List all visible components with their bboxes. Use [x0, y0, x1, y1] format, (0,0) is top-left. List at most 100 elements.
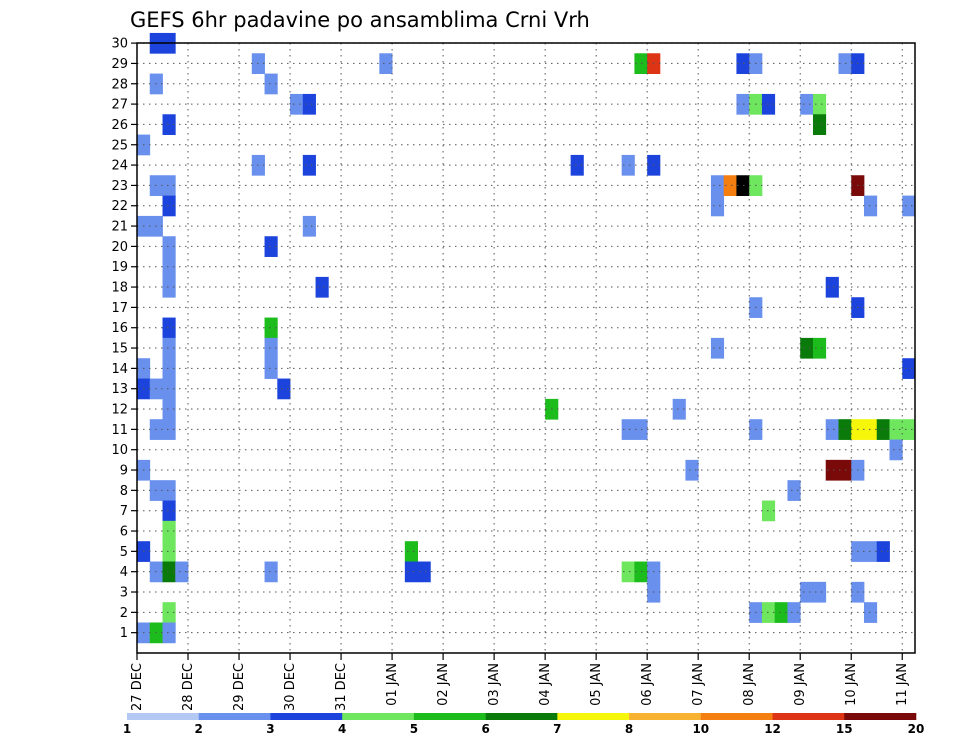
- legend-swatch: [342, 713, 415, 720]
- legend-swatch: [629, 713, 702, 720]
- heatmap-cell: [404, 541, 418, 562]
- heatmap-cell: [889, 419, 903, 440]
- heatmap-cell: [302, 215, 316, 237]
- legend-level-label: 5: [410, 722, 418, 736]
- heatmap-cell: [761, 500, 776, 522]
- x-tick-label: 08 JAN: [742, 663, 757, 706]
- heatmap-cells: [137, 32, 916, 644]
- heatmap-cell: [162, 276, 176, 298]
- heatmap-cell: [800, 93, 814, 115]
- y-tick-label: 21: [111, 220, 128, 235]
- heatmap-cell: [302, 154, 316, 176]
- legend-swatch: [700, 713, 773, 720]
- y-tick-label: 1: [120, 626, 128, 641]
- heatmap-cell: [162, 236, 176, 257]
- heatmap-cell: [277, 378, 291, 400]
- heatmap-cell: [800, 337, 814, 359]
- heatmap-cell: [634, 561, 648, 583]
- heatmap-cell: [290, 93, 304, 115]
- legend-level-label: 20: [908, 722, 925, 736]
- x-tick-label: 10 JAN: [844, 663, 859, 706]
- heatmap-cell: [825, 276, 839, 298]
- heatmap-cell: [863, 195, 878, 217]
- heatmap-cell: [264, 561, 278, 583]
- x-tick-label: 29 DEC: [232, 663, 247, 711]
- heatmap-cell: [685, 459, 699, 481]
- legend-level-label: 2: [195, 722, 203, 736]
- legend-level-label: 15: [836, 722, 853, 736]
- y-tick-label: 24: [111, 159, 128, 174]
- y-tick-label: 28: [111, 77, 128, 92]
- heatmap-cell: [264, 317, 278, 339]
- y-tick-label: 3: [120, 586, 128, 601]
- heatmap-cell: [175, 561, 189, 583]
- x-tick-label: 31 DEC: [334, 663, 349, 711]
- dotted-grid: [137, 42, 915, 653]
- heatmap-cell: [825, 459, 839, 481]
- y-tick-label: 27: [111, 98, 128, 113]
- heatmap-cell: [302, 93, 316, 115]
- x-tick-label: 30 DEC: [283, 663, 298, 711]
- heatmap-cell: [162, 561, 176, 583]
- y-tick-label: 10: [111, 443, 128, 458]
- heatmap-cell: [162, 256, 176, 278]
- legend-swatch: [485, 713, 558, 720]
- y-tick-label: 4: [120, 565, 128, 580]
- heatmap-cell: [812, 337, 827, 359]
- heatmap-cell: [863, 602, 878, 623]
- heatmap-cell: [787, 480, 801, 501]
- y-tick-label: 6: [120, 525, 128, 540]
- y-tick-label: 9: [120, 464, 128, 479]
- x-tick-label: 07 JAN: [691, 663, 706, 706]
- heatmap-cell: [876, 541, 890, 562]
- x-tick-label: 01 JAN: [385, 663, 400, 706]
- heatmap-cell: [162, 500, 176, 522]
- legend-level-label: 7: [553, 722, 561, 736]
- chart-title: GEFS 6hr padavine po ansamblima Crni Vrh: [130, 8, 590, 32]
- y-tick-label: 29: [111, 57, 128, 72]
- y-tick-label: 23: [111, 179, 128, 194]
- y-tick-label: 17: [111, 301, 128, 316]
- heatmap-cell: [162, 622, 176, 644]
- heatmap-cell: [315, 276, 329, 298]
- legend-swatch: [198, 713, 271, 720]
- x-tick-label: 28 DEC: [181, 663, 196, 711]
- legend-swatch: [557, 713, 630, 720]
- legend-level-label: 12: [764, 722, 781, 736]
- y-tick-label: 5: [120, 545, 128, 560]
- heatmap-cell: [162, 419, 176, 440]
- heatmap-cell: [162, 520, 176, 542]
- heatmap-cell: [863, 541, 878, 562]
- heatmap-cell: [761, 93, 776, 115]
- heatmap-cell: [634, 419, 648, 440]
- x-tick-label: 27 DEC: [130, 663, 145, 711]
- x-axis: 27 DEC 28 DEC 29 DEC 30 DEC 31 DEC 01 JAN 02 J…: [130, 653, 910, 711]
- heatmap-cell: [889, 439, 903, 461]
- heatmap-cell: [264, 73, 278, 95]
- heatmap-cell: [162, 175, 176, 196]
- legend-swatch: [270, 713, 343, 720]
- y-tick-label: 11: [111, 423, 128, 438]
- heatmap-cell: [404, 561, 418, 583]
- legend-swatch: [844, 713, 917, 720]
- y-tick-label: 2: [120, 606, 128, 621]
- x-tick-label: 06 JAN: [640, 663, 655, 706]
- y-tick-label: 25: [111, 138, 128, 153]
- legend-level-label: 6: [481, 722, 489, 736]
- y-tick-label: 14: [111, 362, 128, 377]
- heatmap-cell: [621, 561, 635, 583]
- legend-level-label: 1: [123, 722, 131, 736]
- legend-swatch: [772, 713, 845, 720]
- heatmap-cell: [264, 358, 278, 379]
- heatmap-cell: [863, 419, 878, 440]
- y-tick-label: 18: [111, 281, 128, 296]
- y-tick-label: 16: [111, 321, 128, 336]
- x-tick-label: 02 JAN: [436, 663, 451, 706]
- x-tick-label: 11 JAN: [895, 663, 910, 706]
- x-tick-label: 04 JAN: [538, 663, 553, 706]
- y-tick-label: 13: [111, 382, 128, 397]
- heatmap-cell: [787, 602, 801, 623]
- heatmap-cell: [162, 541, 176, 562]
- y-tick-label: 20: [111, 240, 128, 255]
